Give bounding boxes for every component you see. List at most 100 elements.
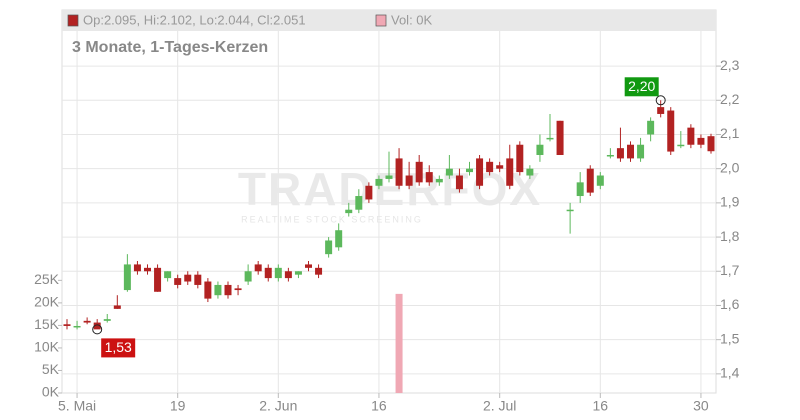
candle-body [385,175,393,179]
x-tick-label: 2. Jul [483,398,516,414]
candle-body [606,154,614,157]
x-tick-label: 30 [693,398,709,414]
candle-body [83,320,91,323]
candle-body [345,209,353,214]
annotation-marker [92,324,103,335]
candle-body [274,267,282,279]
legend-label: Vol: 0K [391,12,433,27]
candle-body [214,284,222,296]
candle-body [546,137,554,140]
candle-body [113,305,121,309]
volume-bar [395,293,403,393]
candle-body [63,324,71,326]
candle-body [133,264,141,272]
y-tick-label: 1,6 [720,296,740,312]
y-tick-label: 1,8 [720,228,740,244]
y2-tick-label: 5K [42,361,60,377]
y2-tick-label: 10K [34,339,60,355]
candle-body [687,127,695,145]
legend-bar [62,10,716,31]
y-tick-label: 1,4 [720,365,740,381]
candle-body [647,120,655,135]
candle-body [294,271,302,275]
candle-body [445,168,453,176]
candle-body [536,144,544,155]
candle-body [506,158,514,186]
candle-body [576,182,584,197]
candle-body [355,196,363,210]
candle-body [154,267,162,292]
y-tick-label: 2,2 [720,91,740,107]
candle-body [556,120,564,155]
annotation-box [624,77,659,97]
watermark: TRADERFOX [238,163,542,215]
candle-body [637,144,645,159]
candle-body [224,284,232,296]
candle-body [627,144,634,159]
plot-area [61,9,717,394]
candle-body [677,144,685,147]
candle-body [516,144,524,173]
y-tick-label: 1,5 [720,330,740,346]
candle-body [486,161,494,173]
annotation-marker [655,95,666,106]
candle-body [93,322,101,330]
candle-body [164,271,172,279]
y-tick-label: 1,7 [720,262,740,278]
candle-body [103,319,111,321]
candle-body [586,168,594,193]
candle-body [234,288,242,291]
candle-body [254,264,262,272]
x-tick-label: 5. Mai [58,398,96,414]
y-tick-label: 2,0 [720,159,740,175]
annotation-box [101,338,136,358]
candle-body [123,264,131,291]
candle-body [244,271,252,282]
candle-body [596,175,604,186]
y2-tick-label: 20K [34,294,60,310]
candle-body [335,230,343,248]
annotation-label: 1,53 [105,339,132,355]
candle-body [435,178,443,183]
x-tick-label: 19 [170,398,186,414]
candle-body [667,110,675,152]
candle-body [325,240,333,255]
y2-tick-label: 0K [42,384,60,400]
annotation-label: 2,20 [628,78,655,94]
legend-label: Op:2.095, Hi:2.102, Lo:2.044, Cl:2.051 [83,12,306,27]
y2-tick-label: 15K [34,316,60,332]
candle-body [365,185,373,200]
candle-body [264,267,272,279]
candle-body [697,137,705,145]
candle-body [144,267,151,272]
candle-body [455,175,463,190]
candle-body [305,264,312,268]
candle-body [415,161,423,183]
candle-body [375,178,383,186]
candle-body [466,168,473,173]
legend-swatch [67,14,79,27]
candle-body [405,175,413,186]
candle-body [526,168,534,176]
candle-body [395,158,403,186]
legend-swatch [375,14,387,27]
x-tick-label: 2. Jun [259,398,297,414]
candle-body [194,274,202,285]
candle-body [184,274,192,282]
candle-body [657,107,665,114]
y-tick-label: 1,9 [720,194,740,210]
candle-body [616,148,624,159]
watermark-subtitle: REALTIME STOCK SCREENING [241,214,423,224]
y-tick-label: 2,1 [720,125,740,141]
candle-body [707,136,715,152]
candle-body [204,281,212,299]
candle-body [73,325,81,328]
candle-body [566,209,574,212]
x-tick-label: 16 [593,398,609,414]
candle-body [284,271,292,279]
candle-body [476,158,484,186]
chart-title: 3 Monate, 1-Tages-Kerzen [72,39,268,56]
candle-body [425,172,433,183]
candle-body [174,278,182,285]
